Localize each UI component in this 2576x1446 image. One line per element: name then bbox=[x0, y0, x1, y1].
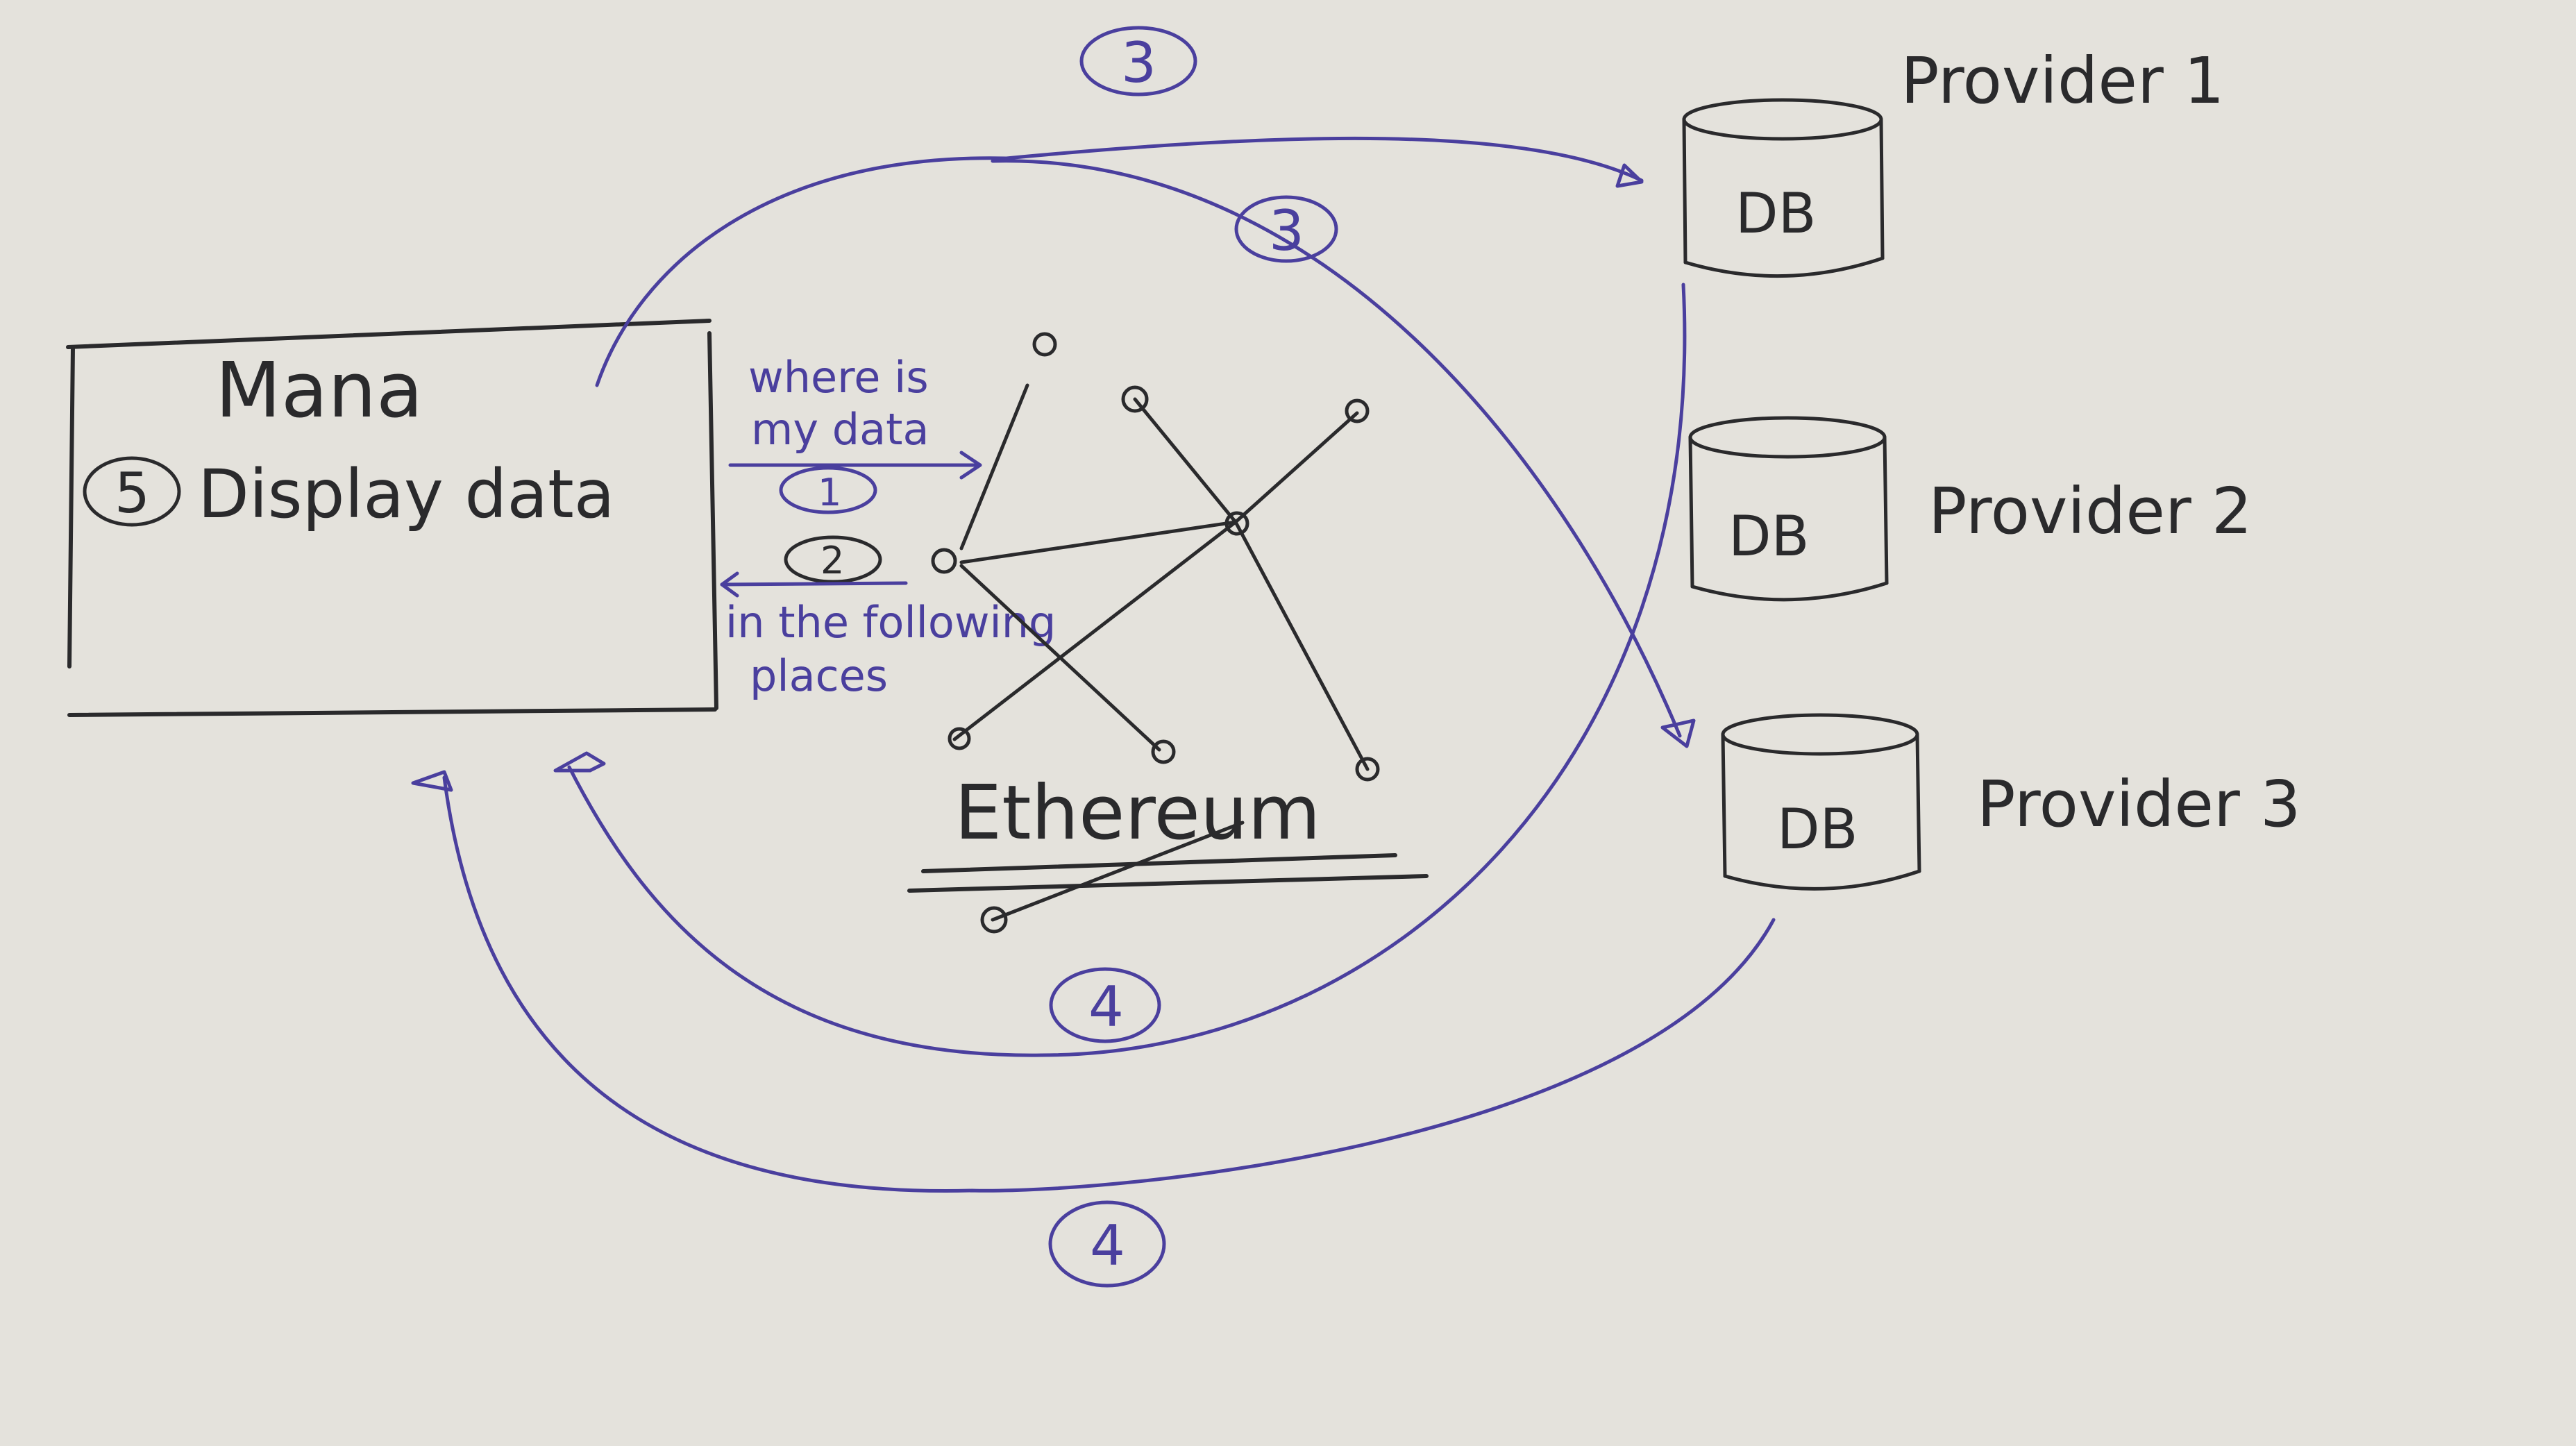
mana-title: Mana bbox=[215, 346, 423, 435]
db-top bbox=[1688, 416, 1887, 459]
network-node bbox=[931, 548, 957, 574]
response-arrow-line bbox=[720, 581, 908, 587]
return-arrows: 4 4 bbox=[411, 283, 1776, 1288]
network-edge bbox=[952, 520, 1238, 741]
provider-1: DB Provider 1 bbox=[1682, 44, 2225, 278]
network-node bbox=[1355, 757, 1380, 782]
provider-2: DB Provider 2 bbox=[1688, 416, 2253, 602]
db-side-left bbox=[1721, 732, 1727, 878]
provider-2-name: Provider 2 bbox=[1928, 474, 2253, 548]
step-5-circle bbox=[83, 456, 181, 527]
db-side-left bbox=[1682, 117, 1687, 264]
network-node bbox=[1121, 385, 1149, 413]
network-edge bbox=[959, 383, 1029, 550]
fetch-arrowhead-provider1 bbox=[1615, 163, 1644, 188]
return-arrowhead-provider1 bbox=[553, 751, 606, 773]
mana-box-bottom-edge bbox=[67, 707, 717, 717]
db-bottom bbox=[1723, 869, 1921, 891]
network-edge bbox=[1234, 411, 1359, 524]
fetch-arrow-provider1 bbox=[595, 136, 1644, 387]
step-1-label: 1 bbox=[818, 471, 841, 514]
db-side-right bbox=[1883, 435, 1889, 585]
network-node bbox=[1345, 398, 1370, 423]
step-4-label-outer: 4 bbox=[1090, 1213, 1125, 1278]
step-1-circle bbox=[779, 466, 877, 514]
db-side-right bbox=[1879, 117, 1885, 260]
ethereum-underline-2 bbox=[907, 874, 1429, 893]
return-arrowhead-provider3 bbox=[411, 770, 453, 792]
step-5-label: 5 bbox=[115, 461, 150, 526]
step-3-label-top: 3 bbox=[1121, 31, 1156, 95]
fetch-arrow-provider3 bbox=[991, 159, 1682, 738]
provider-1-name: Provider 1 bbox=[1901, 44, 2225, 118]
step-3-circle-middle bbox=[1234, 195, 1338, 263]
query-arrow-group: where is my data 1 bbox=[728, 352, 982, 514]
fetch-arrowhead-provider3 bbox=[1660, 718, 1696, 748]
response-arrow-group: 2 in the following places bbox=[720, 535, 1056, 701]
ethereum-network: Ethereum bbox=[907, 332, 1429, 934]
query-label-line1: where is bbox=[748, 352, 929, 403]
mana-box-left-edge bbox=[67, 345, 75, 669]
ethereum-underline-1 bbox=[921, 853, 1397, 873]
fetch-arrows: 3 3 bbox=[595, 26, 1696, 748]
db-side-left bbox=[1688, 435, 1694, 589]
provider-3: DB Provider 3 bbox=[1721, 713, 2301, 891]
step-2-circle bbox=[784, 535, 882, 584]
response-label-line1: in the following bbox=[725, 597, 1056, 648]
network-node bbox=[1224, 511, 1249, 536]
mana-app-box: Mana 5 Display data bbox=[66, 319, 718, 717]
response-label-line2: places bbox=[750, 650, 888, 701]
display-data-label: Display data bbox=[198, 455, 615, 533]
mana-box-right-edge bbox=[707, 331, 718, 710]
step-3-label-middle: 3 bbox=[1269, 199, 1304, 263]
step-4-circle-inner bbox=[1049, 967, 1161, 1043]
mana-box-top-edge bbox=[66, 319, 712, 349]
return-arrow-provider3 bbox=[442, 775, 1776, 1193]
query-arrowhead bbox=[959, 451, 982, 480]
db-bottom bbox=[1683, 256, 1885, 278]
db-label: DB bbox=[1735, 181, 1816, 246]
ethereum-label: Ethereum bbox=[954, 770, 1321, 857]
network-node bbox=[980, 906, 1008, 934]
step-2-label: 2 bbox=[820, 539, 844, 582]
db-label: DB bbox=[1777, 797, 1858, 861]
network-node bbox=[1151, 739, 1176, 764]
step-4-label-inner: 4 bbox=[1088, 975, 1124, 1039]
step-4-circle-outer bbox=[1048, 1200, 1166, 1288]
network-edge bbox=[991, 821, 1245, 922]
network-edge bbox=[1133, 397, 1238, 524]
db-top bbox=[1721, 713, 1919, 756]
query-label-line2: my data bbox=[751, 404, 929, 455]
db-top bbox=[1682, 98, 1883, 141]
return-arrow-provider1 bbox=[567, 283, 1687, 1057]
db-label: DB bbox=[1728, 504, 1809, 569]
step-3-circle-top bbox=[1079, 26, 1197, 96]
db-side-right bbox=[1915, 732, 1921, 873]
network-node bbox=[948, 727, 971, 750]
network-edge bbox=[1234, 520, 1370, 771]
network-edge bbox=[959, 520, 1238, 564]
db-bottom bbox=[1690, 581, 1889, 602]
response-arrowhead bbox=[720, 571, 739, 598]
network-node bbox=[1032, 332, 1057, 357]
provider-3-name: Provider 3 bbox=[1977, 767, 2301, 841]
